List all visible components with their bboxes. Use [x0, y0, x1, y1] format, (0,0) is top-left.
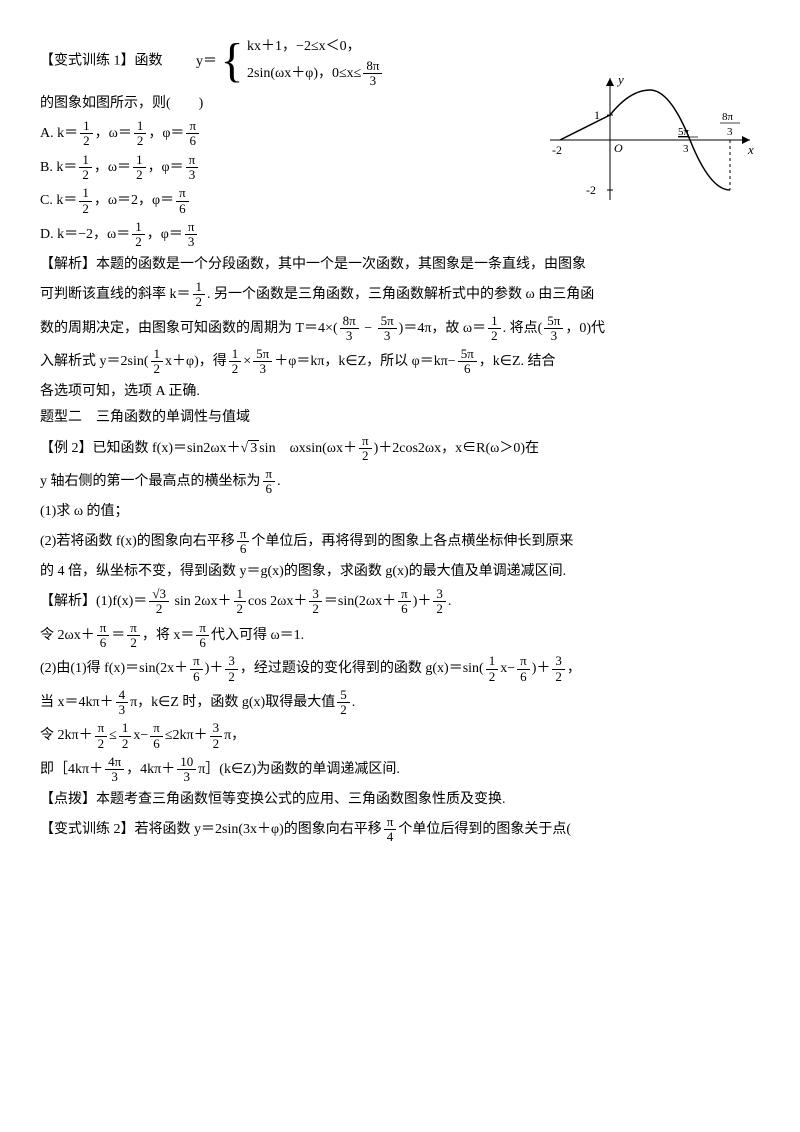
- solution1-p5: 各选项可知，选项 A 正确.: [40, 381, 760, 403]
- solution1-p2: 可判断该直线的斜率 k＝12. 另一个函数是三角函数，三角函数解析式中的参数 ω…: [40, 280, 760, 310]
- solution1-p3: 数的周期决定，由图象可知函数的周期为 T＝4×(8π3 − 5π3)＝4π，故 …: [40, 314, 760, 344]
- option-D: D. k＝−2，ω＝12，φ＝π3: [40, 220, 760, 250]
- solution1-p4: 入解析式 y＝2sin(12x＋φ)，得12×5π3＋φ＝kπ，k∈Z，所以 φ…: [40, 347, 760, 377]
- problem1-title: 【变式训练 1】函数: [40, 54, 163, 69]
- solution1-p1: 【解析】本题的函数是一个分段函数，其中一个是一次函数，其图象是一条直线，由图象: [40, 254, 760, 276]
- case-1: kx＋1，−2≤x＜0，: [247, 34, 384, 59]
- brace-icon: {: [221, 37, 244, 85]
- problem2-q2: (2)若将函数 f(x)的图象向右平移π6个单位后，再将得到的图象上各点横坐标伸…: [40, 527, 760, 557]
- case-2: 2sin(ωx＋φ)，0≤x≤8π3: [247, 59, 384, 89]
- solution2-p1: 【解析】(1)f(x)＝√32 sin 2ωx＋12cos 2ωx＋32＝sin…: [40, 587, 760, 617]
- eq-lhs: y＝: [196, 54, 217, 69]
- problem2-q1: (1)求 ω 的值；: [40, 501, 760, 523]
- problem2-stem: 【例 2】已知函数 f(x)＝sin2ωx＋3sin ωxsin(ωx＋π2)＋…: [40, 434, 760, 464]
- solution2-p5: 令 2kπ＋π2≤12x−π6≤2kπ＋32π，: [40, 721, 760, 751]
- section2-title: 题型二 三角函数的单调性与值域: [40, 407, 760, 429]
- problem3-stem: 【变式训练 2】若将函数 y＝2sin(3x＋φ)的图象向右平移π4个单位后得到…: [40, 815, 760, 845]
- option-C: C. k＝12，ω＝2，φ＝π6: [40, 186, 760, 216]
- solution2-note: 【点拨】本题考查三角函数恒等变换公式的应用、三角函数图象性质及变换.: [40, 789, 760, 811]
- option-A: A. k＝12，ω＝12，φ＝π6: [40, 119, 760, 149]
- solution2-p2: 令 2ωx＋π6＝π2，将 x＝π6代入可得 ω＝1.: [40, 621, 760, 651]
- solution2-p4: 当 x＝4kπ＋43π，k∈Z 时，函数 g(x)取得最大值52.: [40, 688, 760, 718]
- piecewise-cases: kx＋1，−2≤x＜0， 2sin(ωx＋φ)，0≤x≤8π3: [247, 34, 384, 89]
- solution2-p3: (2)由(1)得 f(x)＝sin(2x＋π6)＋32，经过题设的变化得到的函数…: [40, 654, 760, 684]
- svg-text:y: y: [616, 72, 624, 87]
- solution2-p6: 即［4kπ＋4π3，4kπ＋103π］(k∈Z)为函数的单调递减区间.: [40, 755, 760, 785]
- problem2-stem2: y 轴右侧的第一个最高点的横坐标为π6.: [40, 467, 760, 497]
- option-B: B. k＝12，ω＝12，φ＝π3: [40, 153, 760, 183]
- problem2-q2-line2: 的 4 倍，纵坐标不变，得到函数 y＝g(x)的图象，求函数 g(x)的最大值及…: [40, 561, 760, 583]
